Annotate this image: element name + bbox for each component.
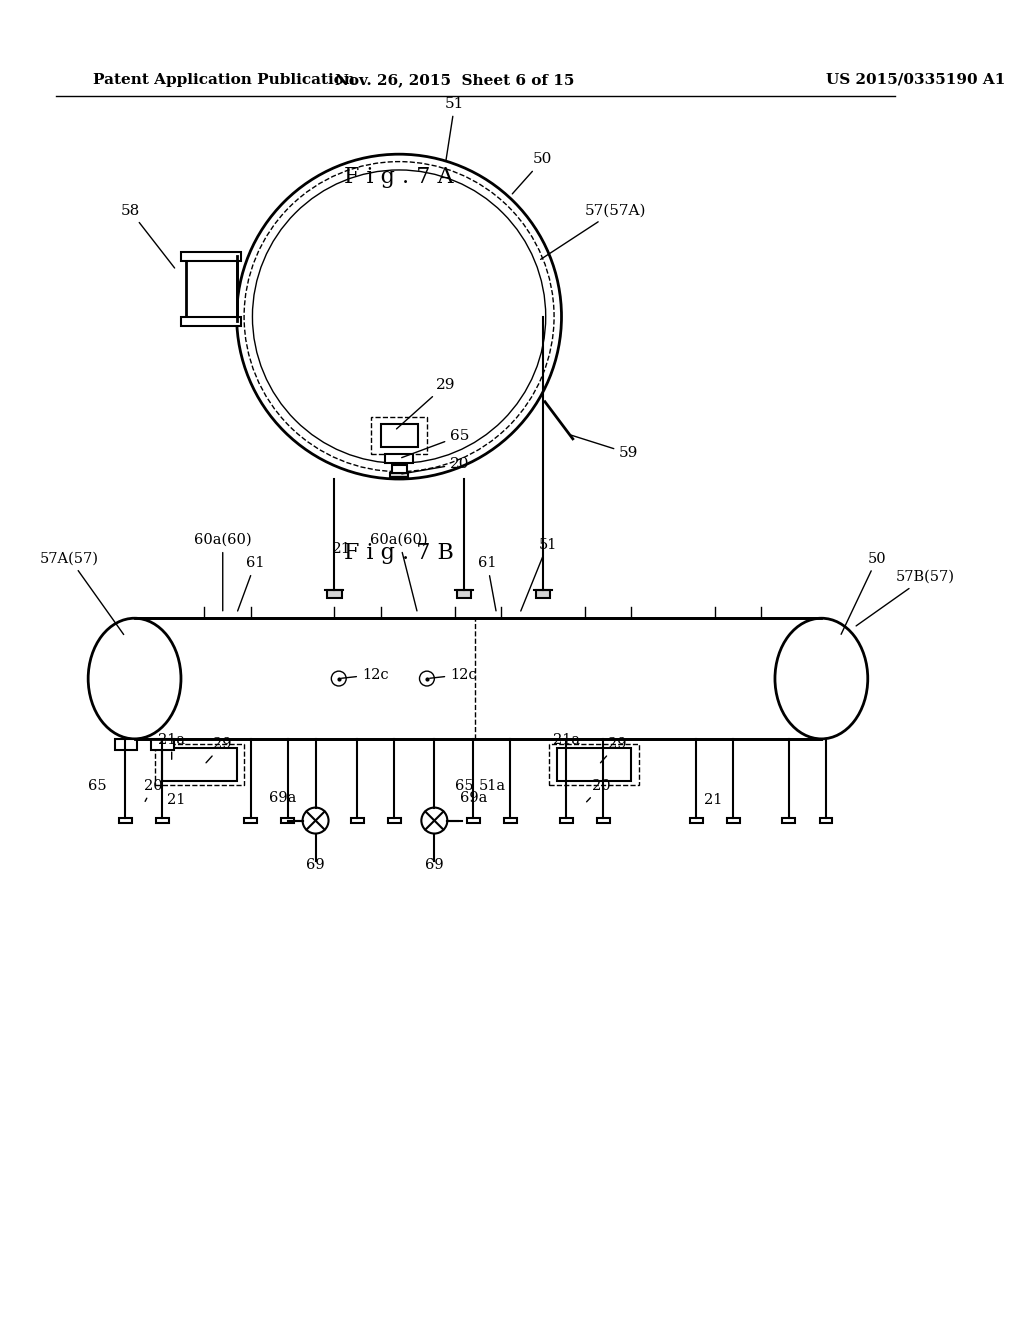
Text: 57B(57): 57B(57) [856,570,954,626]
Text: 29: 29 [396,378,456,429]
Text: 60a(60): 60a(60) [371,533,428,611]
Bar [134,618,821,739]
Text: 69a: 69a [269,791,297,805]
Text: 65: 65 [455,779,473,793]
Text: F i g . 7 A: F i g . 7 A [344,166,454,189]
Ellipse shape [775,618,867,739]
Text: 69: 69 [306,858,325,871]
Text: 21a: 21a [158,733,185,759]
Text: 29: 29 [206,737,232,763]
Bar [390,473,409,477]
Bar [557,748,631,780]
Text: 59: 59 [570,436,639,461]
Text: 57A(57): 57A(57) [40,552,124,635]
Bar [119,818,132,824]
Text: 65: 65 [401,429,469,458]
Bar [282,818,294,824]
Bar [385,454,413,463]
Text: 21: 21 [332,543,351,556]
Text: 60a(60): 60a(60) [194,533,252,611]
Text: 58: 58 [120,203,175,268]
Text: 57(57A): 57(57A) [541,203,646,260]
Text: 20: 20 [401,457,470,474]
Bar [156,818,169,824]
Text: 51a: 51a [478,779,506,793]
Bar [327,590,342,598]
Bar [689,818,702,824]
Bar [185,256,237,321]
Bar [181,252,242,261]
Bar [391,465,407,474]
Bar [155,743,244,785]
Bar [457,590,471,598]
Bar [467,818,480,824]
Bar [550,743,639,785]
Bar [782,818,796,824]
Text: US 2015/0335190 A1: US 2015/0335190 A1 [826,73,1006,87]
Bar [372,417,427,454]
Text: 20: 20 [587,779,610,801]
Text: 65: 65 [88,779,106,793]
Ellipse shape [88,618,181,739]
Bar [388,818,401,824]
Text: 69: 69 [425,858,443,871]
Text: 29: 29 [600,737,627,763]
Text: 51: 51 [521,537,557,611]
Bar [560,818,572,824]
Bar [152,739,173,750]
Text: 69a: 69a [460,791,487,805]
Text: 61: 61 [478,556,497,611]
Bar [727,818,739,824]
Bar [504,818,517,824]
Bar [819,818,833,824]
Bar [163,748,237,780]
Bar [115,739,137,750]
Bar [351,818,364,824]
Text: Nov. 26, 2015  Sheet 6 of 15: Nov. 26, 2015 Sheet 6 of 15 [335,73,574,87]
Text: 20: 20 [143,779,163,801]
Bar [536,590,550,598]
Bar [597,818,609,824]
Text: 21a: 21a [553,733,580,759]
Text: 50: 50 [841,552,887,635]
Text: Patent Application Publication: Patent Application Publication [93,73,354,87]
Text: F i g . 7 B: F i g . 7 B [344,543,454,564]
Text: 50: 50 [512,153,553,194]
Text: 61: 61 [238,556,264,611]
Text: 12c: 12c [430,668,477,681]
Bar [381,424,418,446]
Bar [181,317,242,326]
Text: 12c: 12c [342,668,388,681]
Bar [244,818,257,824]
Text: 51: 51 [445,96,465,161]
Text: 21: 21 [703,793,722,807]
Text: 21: 21 [167,793,185,807]
